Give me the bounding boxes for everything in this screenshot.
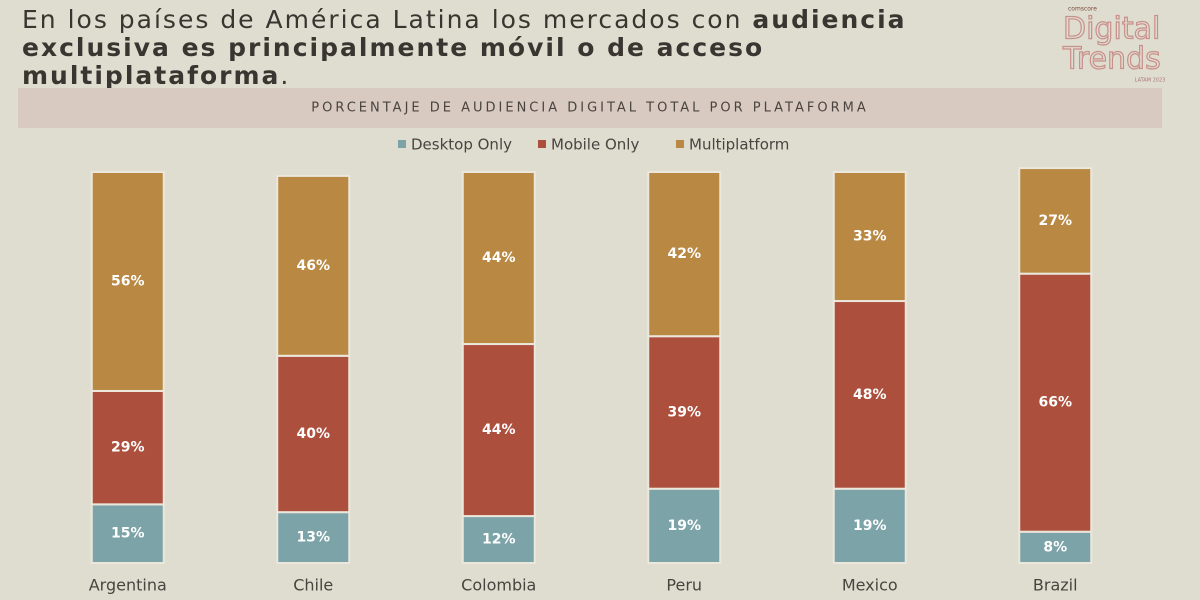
legend-swatch <box>676 140 684 148</box>
value-label: 27% <box>1038 213 1072 229</box>
value-label: 56% <box>111 273 145 289</box>
bar-segment <box>647 171 722 338</box>
value-label: 13% <box>296 530 330 546</box>
x-tick-label: Peru <box>666 576 702 595</box>
value-label: 15% <box>111 526 145 542</box>
bar-segment <box>461 515 536 565</box>
value-label: 8% <box>1043 539 1067 555</box>
value-label: 33% <box>853 229 887 245</box>
bar-segment <box>90 171 165 392</box>
value-label: 48% <box>853 387 887 403</box>
bar-segment <box>90 503 165 565</box>
value-label: 40% <box>296 426 330 442</box>
bar-segment <box>647 487 722 564</box>
x-tick-label: Brazil <box>1033 576 1078 595</box>
bar-segment <box>276 174 351 357</box>
x-tick-label: Argentina <box>89 576 167 595</box>
value-label: 66% <box>1038 395 1072 411</box>
legend-label: Multiplatform <box>689 136 789 154</box>
bar-segment <box>647 335 722 490</box>
x-tick-label: Mexico <box>842 576 898 595</box>
value-label: 42% <box>667 246 701 262</box>
logo-brand: comscore <box>1068 6 1097 13</box>
title: En los países de América Latina los merc… <box>22 6 1022 90</box>
x-tick-label: Chile <box>293 576 333 595</box>
legend-swatch <box>398 140 406 148</box>
bar-segment <box>461 343 536 518</box>
value-label: 44% <box>482 250 516 266</box>
value-label: 12% <box>482 532 516 548</box>
legend-swatch <box>538 140 546 148</box>
title-regular: En los países de América Latina los merc… <box>22 5 743 34</box>
value-label: 29% <box>111 440 145 456</box>
logo-sub: LATAM 2023 <box>1135 78 1166 84</box>
bar-segment <box>832 171 907 303</box>
value-label: 39% <box>667 404 701 420</box>
subtitle-banner <box>18 88 1162 128</box>
bar-segment <box>461 171 536 346</box>
subtitle: PORCENTAJE DE AUDIENCIA DIGITAL TOTAL PO… <box>311 101 868 116</box>
logo-line2: Trends <box>1062 42 1161 77</box>
value-label: 44% <box>482 422 516 438</box>
value-label: 19% <box>853 518 887 534</box>
logo-line1: Digital <box>1063 12 1160 47</box>
legend-label: Desktop Only <box>411 136 512 154</box>
value-label: 46% <box>296 258 330 274</box>
bar-segment <box>832 300 907 490</box>
x-tick-label: Colombia <box>461 576 536 595</box>
bar-segment <box>90 389 165 506</box>
bar-segment <box>276 354 351 514</box>
bar-segment <box>1018 167 1093 275</box>
bar-segment <box>276 511 351 564</box>
title-bold: audiencia exclusiva es principalmente mó… <box>22 5 907 90</box>
title-end: . <box>280 61 291 90</box>
value-label: 19% <box>667 518 701 534</box>
legend-label: Mobile Only <box>551 136 639 154</box>
